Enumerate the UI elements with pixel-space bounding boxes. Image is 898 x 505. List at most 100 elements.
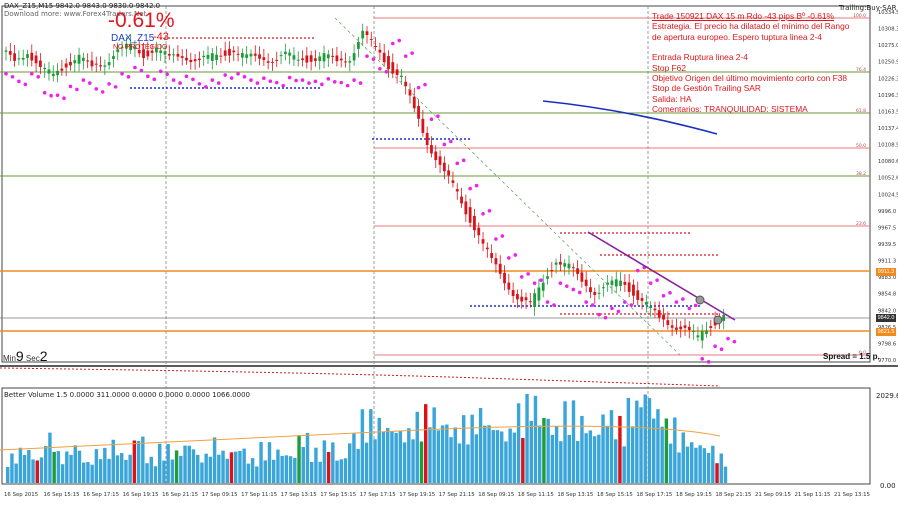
time-axis-label: 18 Sep 11:15 <box>518 492 554 498</box>
trade-notes: Trade 150921 DAX 15 m Rdo -43 pips Bº -0… <box>652 11 849 115</box>
note-line-entry: Entrada Ruptura linea 2-4 <box>652 52 748 63</box>
candle-body <box>249 53 253 57</box>
sar-dot <box>661 293 666 298</box>
volume-bar <box>103 447 107 483</box>
sar-dot <box>468 186 472 191</box>
volume-bar <box>516 403 521 483</box>
sar-dot <box>146 74 150 79</box>
candle-body <box>193 59 197 62</box>
price-axis-label: 9826.5 <box>878 325 896 331</box>
time-axis-label: 16 Sep 19:15 <box>123 492 159 498</box>
volume-bar <box>115 455 120 483</box>
candle-body <box>159 50 163 53</box>
volume-bar <box>141 436 145 483</box>
volume-bar <box>356 449 360 483</box>
volume-bar <box>217 454 221 483</box>
candle-body <box>533 293 537 307</box>
trade-marker-entry <box>695 295 705 305</box>
note-line-stop: Stop F62 <box>652 62 686 73</box>
candle-body <box>709 326 713 328</box>
volume-bar <box>588 430 593 483</box>
note-line-trailing: Stop de Gestión Trailing SAR <box>652 83 761 94</box>
volume-bar <box>635 400 639 483</box>
candle-body <box>262 57 266 61</box>
sar-dot <box>107 82 111 86</box>
volume-bar <box>238 450 242 483</box>
volume-bar <box>234 451 238 483</box>
volume-bar <box>369 409 373 483</box>
sar-dot <box>558 281 563 285</box>
candle-body <box>700 331 704 341</box>
price-axis-label: 10196.3 <box>878 93 898 99</box>
volume-bar <box>111 439 115 483</box>
sar-dot <box>178 81 182 85</box>
volume-bar <box>212 437 217 483</box>
candle-body <box>47 69 51 74</box>
sar-dot <box>68 84 73 89</box>
candle-body <box>666 320 670 326</box>
sar-dot <box>126 74 131 79</box>
sar-dot <box>75 87 79 92</box>
candle-body <box>292 55 296 60</box>
candle-body <box>240 53 244 58</box>
volume-bar <box>567 434 571 483</box>
trailing-tab[interactable]: Trailing:Buy-SAR <box>839 4 897 12</box>
candle-body <box>81 57 85 61</box>
sar-dot <box>268 79 273 84</box>
volume-bar <box>65 451 69 483</box>
volume-bar <box>381 431 386 483</box>
volume-bar <box>305 433 310 483</box>
candle-body <box>271 61 274 63</box>
price-axis-label: 10334.5 <box>878 10 898 16</box>
candle-body <box>17 58 21 60</box>
sar-dot <box>210 78 215 82</box>
volume-bar <box>10 453 14 483</box>
bar-timer: Min9 Sec2 <box>3 348 48 364</box>
volume-bar <box>22 455 27 483</box>
sar-dot <box>674 300 679 304</box>
sar-dot <box>339 80 344 85</box>
candle-body <box>447 170 451 176</box>
volume-bar <box>86 462 90 483</box>
volume-bar <box>723 466 728 483</box>
candle-body <box>150 50 154 53</box>
candle-body <box>722 314 726 321</box>
candle-body <box>494 258 498 265</box>
sar-dot <box>500 234 505 238</box>
sar-dot <box>294 78 298 83</box>
volume-bar <box>331 442 335 483</box>
volume-bar <box>466 444 470 483</box>
candle-body <box>623 281 627 285</box>
volume-bar <box>550 434 555 483</box>
sar-dot <box>655 278 659 282</box>
candle-body <box>516 294 519 300</box>
candle-body <box>318 56 322 62</box>
candle-body <box>640 298 644 301</box>
candle-body <box>180 56 184 58</box>
sar-dot <box>693 303 698 308</box>
sar-dot <box>242 74 247 79</box>
sar-dot <box>429 117 434 122</box>
candle-body <box>524 297 528 301</box>
sar-dot <box>474 183 479 188</box>
volume-bar <box>301 446 305 483</box>
candle-body <box>86 60 90 62</box>
candle-body <box>60 68 64 71</box>
volume-bar <box>487 425 491 483</box>
volume-bar <box>158 443 162 483</box>
candle-body <box>662 314 665 320</box>
sar-dot <box>513 253 518 257</box>
volume-bar <box>470 414 474 483</box>
sar-dot <box>184 74 189 79</box>
volume-bar <box>69 454 73 483</box>
candle-body <box>692 330 696 332</box>
candle-body <box>490 253 494 258</box>
volume-bar <box>18 447 23 483</box>
fib-level-label: 23.6 <box>856 221 866 227</box>
sar-dot <box>171 78 176 82</box>
sar-dot <box>455 161 460 166</box>
sar-dot <box>216 81 221 85</box>
volume-bar <box>293 457 297 483</box>
candle-body <box>4 50 8 52</box>
